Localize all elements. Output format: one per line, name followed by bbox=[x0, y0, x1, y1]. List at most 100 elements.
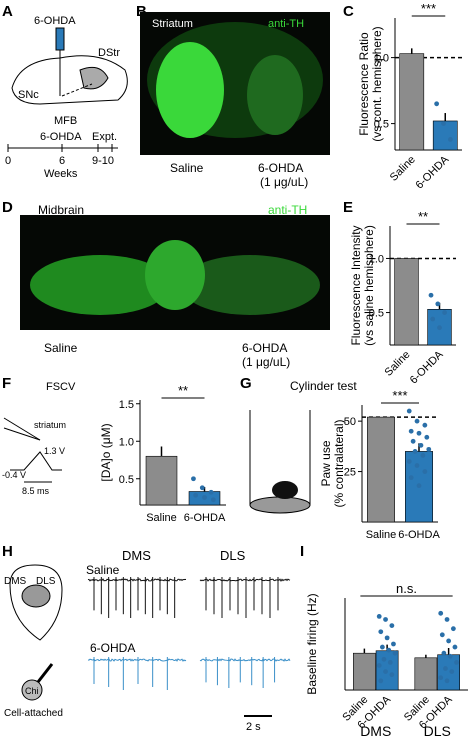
bar bbox=[432, 120, 458, 151]
y-tick-label: 50 bbox=[344, 416, 356, 428]
significance-label: *** bbox=[392, 388, 407, 403]
label: 1.3 V bbox=[44, 446, 65, 456]
y-axis-label: Paw use bbox=[319, 440, 333, 486]
data-point bbox=[378, 678, 384, 684]
panel-letter: H bbox=[2, 543, 13, 560]
label: Striatum bbox=[152, 18, 193, 30]
x-tick-label: Saline bbox=[366, 529, 397, 541]
significance-label: ** bbox=[418, 209, 428, 224]
data-point bbox=[379, 644, 385, 650]
label: Saline bbox=[86, 563, 120, 577]
waveform bbox=[10, 451, 62, 471]
data-point bbox=[438, 610, 444, 616]
x-tick-label: 6-OHDA bbox=[408, 348, 446, 386]
data-point bbox=[444, 678, 450, 684]
stain bbox=[247, 55, 303, 135]
label: (1 μg/uL) bbox=[242, 355, 290, 369]
stain bbox=[145, 240, 205, 310]
label: DLS bbox=[36, 576, 56, 587]
striatum bbox=[21, 584, 51, 608]
y-axis-label: (% contralateral) bbox=[332, 419, 346, 507]
y-axis-label: Baseline firing (Hz) bbox=[305, 593, 319, 694]
label: Saline bbox=[44, 341, 78, 355]
data-point bbox=[199, 485, 205, 491]
trace bbox=[87, 658, 187, 662]
electrode bbox=[3, 417, 41, 441]
y-axis-label: Fluorescence Intensity bbox=[349, 225, 363, 345]
label: 6-OHDA bbox=[40, 131, 82, 143]
data-point bbox=[416, 430, 422, 436]
pipette bbox=[36, 663, 54, 683]
data-point bbox=[441, 650, 447, 656]
label: Cylinder test bbox=[290, 379, 357, 393]
data-point bbox=[422, 469, 428, 474]
data-point bbox=[383, 617, 388, 622]
label: 6-OHDA bbox=[258, 161, 303, 175]
label: anti-TH bbox=[268, 18, 304, 30]
data-point bbox=[426, 446, 432, 452]
stain bbox=[180, 255, 320, 315]
bar bbox=[414, 657, 438, 691]
data-point bbox=[441, 121, 446, 126]
data-point bbox=[439, 632, 445, 638]
y-tick-label: 0.5 bbox=[369, 308, 384, 320]
trace bbox=[199, 658, 291, 662]
data-point bbox=[389, 623, 395, 628]
data-point bbox=[384, 635, 390, 641]
bar bbox=[367, 416, 395, 523]
x-tick-label: Saline bbox=[383, 349, 413, 379]
brain-outline bbox=[11, 55, 128, 105]
panel-letter: B bbox=[136, 3, 147, 20]
label: DStr bbox=[98, 47, 120, 59]
data-point bbox=[435, 301, 441, 307]
data-point bbox=[438, 675, 444, 681]
data-point bbox=[378, 629, 384, 635]
y-tick-label: 1.5 bbox=[119, 399, 134, 411]
label: striatum bbox=[34, 420, 66, 430]
y-tick-label: 1.0 bbox=[119, 436, 134, 448]
data-point bbox=[376, 614, 382, 619]
data-point bbox=[450, 626, 456, 632]
label: Weeks bbox=[44, 168, 78, 180]
data-point bbox=[422, 422, 428, 428]
trace bbox=[199, 578, 291, 582]
data-point bbox=[428, 292, 434, 298]
label: FSCV bbox=[46, 381, 76, 393]
trace bbox=[87, 578, 187, 582]
label: 6 bbox=[59, 155, 65, 167]
cell bbox=[21, 679, 43, 701]
x-tick-label: 6-OHDA bbox=[398, 529, 440, 541]
label: Midbrain bbox=[38, 203, 84, 217]
panel-d: Midbrain anti-TH Saline 6-OHDA (1 μg/uL) bbox=[20, 203, 330, 369]
data-point bbox=[391, 641, 396, 647]
label: -0.4 V bbox=[2, 470, 26, 480]
y-axis-label: Fluorescence Ratio bbox=[357, 32, 371, 136]
data-point bbox=[420, 453, 426, 458]
data-point bbox=[414, 418, 420, 424]
label: DLS bbox=[220, 548, 246, 563]
panel-h: DMS DLS Chi Cell-attached DMS DLS Saline… bbox=[4, 548, 291, 733]
label: MFB bbox=[54, 115, 77, 127]
data-point bbox=[412, 448, 418, 454]
label: DMS bbox=[4, 576, 27, 587]
label: 0 bbox=[5, 155, 11, 167]
data-point bbox=[447, 653, 453, 659]
significance-label: *** bbox=[421, 1, 436, 16]
data-point bbox=[210, 497, 216, 503]
label: 6-OHDA bbox=[242, 341, 287, 355]
label: 2 s bbox=[246, 721, 261, 733]
panel-letter: F bbox=[2, 375, 11, 392]
data-point bbox=[389, 672, 395, 678]
data-point bbox=[442, 310, 447, 315]
bar bbox=[399, 53, 425, 151]
data-point bbox=[414, 463, 420, 468]
data-point bbox=[444, 617, 450, 622]
data-point bbox=[202, 495, 207, 500]
data-point bbox=[406, 459, 412, 464]
data-point bbox=[437, 325, 442, 331]
data-point bbox=[443, 666, 448, 671]
x-tick-label: Saline bbox=[146, 512, 177, 524]
data-point bbox=[434, 101, 440, 107]
data-point bbox=[424, 434, 430, 440]
label: 6-OHDA bbox=[34, 15, 76, 27]
